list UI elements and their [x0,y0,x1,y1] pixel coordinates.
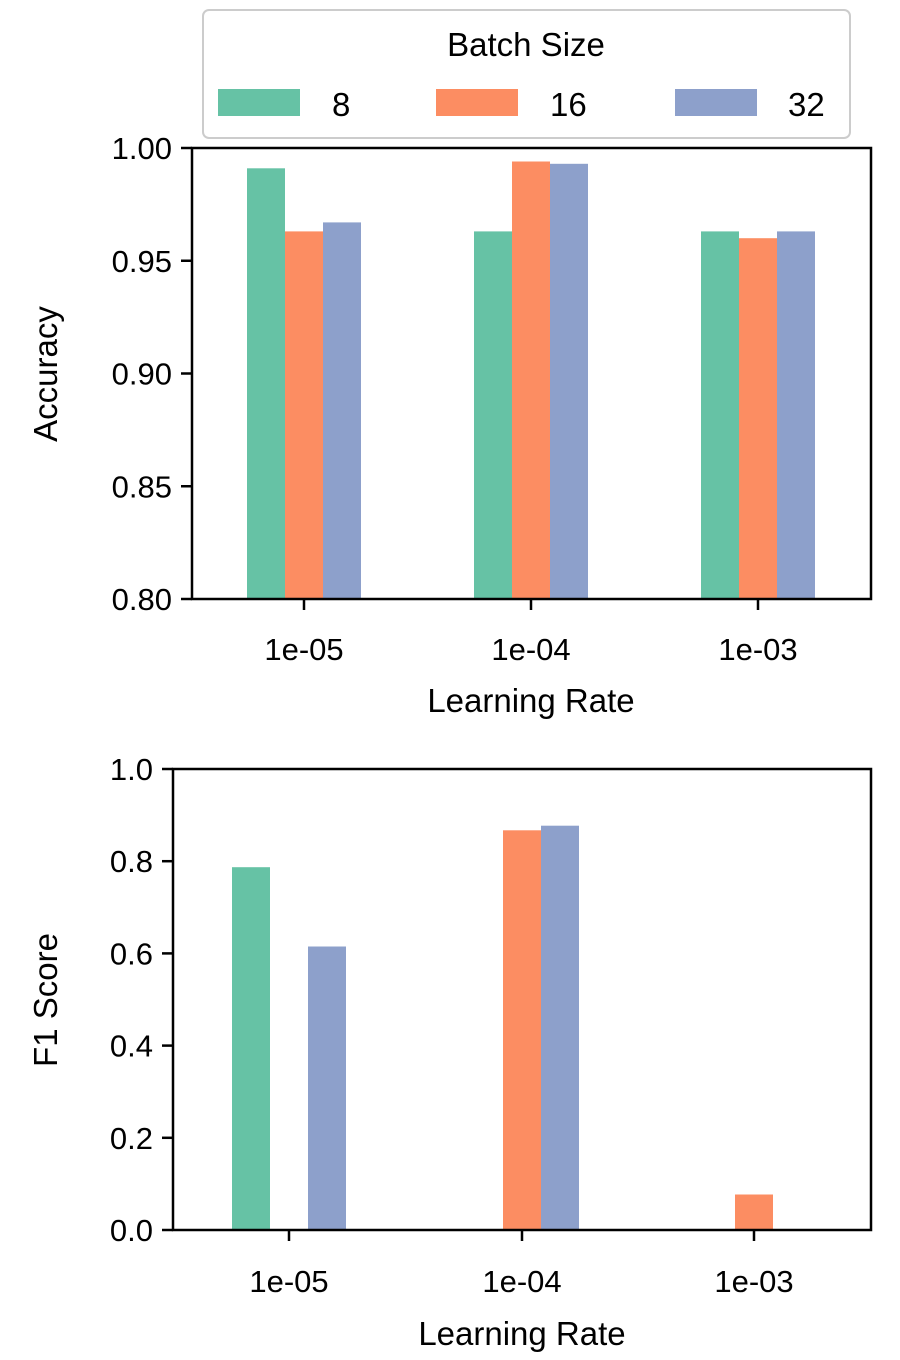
f1-y-tick-label: 0.8 [110,844,153,879]
accuracy-plot-frame [190,146,873,601]
accuracy-bar-bs32-1e-03 [777,231,815,599]
legend-swatch-16 [436,89,518,116]
accuracy-y-tick-label: 0.85 [112,469,172,504]
accuracy-bar-bs16-1e-04 [512,161,550,599]
accuracy-y-ticks: 0.80 0.85 0.90 0.95 1.00 [112,131,192,617]
legend-label-16: 16 [550,86,587,123]
legend-title: Batch Size [447,26,605,63]
legend-swatch-32 [675,89,757,116]
accuracy-bars [247,161,815,600]
legend-swatch-8 [218,89,300,116]
accuracy-x-tick-label: 1e-04 [491,632,570,667]
f1-bar-bs16-1e-04 [503,830,541,1230]
f1-x-tick-label: 1e-05 [249,1264,328,1299]
f1-bar-bs32-1e-05 [308,946,346,1230]
f1-bars [232,825,773,1230]
accuracy-chart: 0.80 0.85 0.90 0.95 1.00 1e-05 1e-04 1e-03 Lea… [27,131,873,719]
accuracy-bar-bs16-1e-05 [285,231,323,599]
accuracy-y-tick-label: 1.00 [112,131,172,166]
accuracy-y-tick-label: 0.90 [112,357,172,392]
accuracy-bar-bs32-1e-05 [323,222,361,599]
accuracy-x-axis-label: Learning Rate [427,682,634,719]
f1-x-axis-label: Learning Rate [418,1315,625,1352]
accuracy-bar-bs32-1e-04 [550,163,588,600]
accuracy-x-tick-label: 1e-03 [718,632,797,667]
accuracy-y-axis-label: Accuracy [27,306,64,442]
f1-y-tick-label: 0.0 [110,1213,153,1248]
f1-y-ticks: 0.0 0.2 0.4 0.6 0.8 1.0 [110,752,173,1248]
f1-bar-bs8-1e-05 [232,867,270,1230]
accuracy-y-tick-label: 0.80 [112,582,172,617]
f1-y-tick-label: 0.2 [110,1121,153,1156]
accuracy-y-tick-label: 0.95 [112,244,172,279]
accuracy-bar-bs8-1e-05 [247,168,285,600]
f1-y-tick-label: 0.6 [110,936,153,971]
accuracy-bar-bs8-1e-04 [474,231,512,599]
f1-x-tick-label: 1e-03 [714,1264,793,1299]
f1-bar-bs16-1e-03 [735,1194,773,1230]
f1-x-ticks: 1e-05 1e-04 1e-03 [249,1230,794,1299]
accuracy-bar-bs8-1e-03 [701,231,739,599]
f1-x-tick-label: 1e-04 [482,1264,561,1299]
f1-y-tick-label: 0.4 [110,1029,153,1064]
accuracy-x-tick-label: 1e-05 [264,632,343,667]
accuracy-bar-bs16-1e-03 [739,238,777,599]
legend-label-32: 32 [788,86,825,123]
f1-y-axis-label: F1 Score [27,933,64,1067]
legend-label-8: 8 [332,86,350,123]
accuracy-x-ticks: 1e-05 1e-04 1e-03 [264,599,798,667]
f1-bar-bs32-1e-04 [541,825,579,1230]
f1-score-chart: 0.0 0.2 0.4 0.6 0.8 1.0 1e-05 1e-04 1e-03 Learn… [27,752,873,1352]
f1-y-tick-label: 1.0 [110,752,153,787]
legend: Batch Size 8 16 32 [202,9,851,139]
f1-plot-frame [171,767,873,1232]
